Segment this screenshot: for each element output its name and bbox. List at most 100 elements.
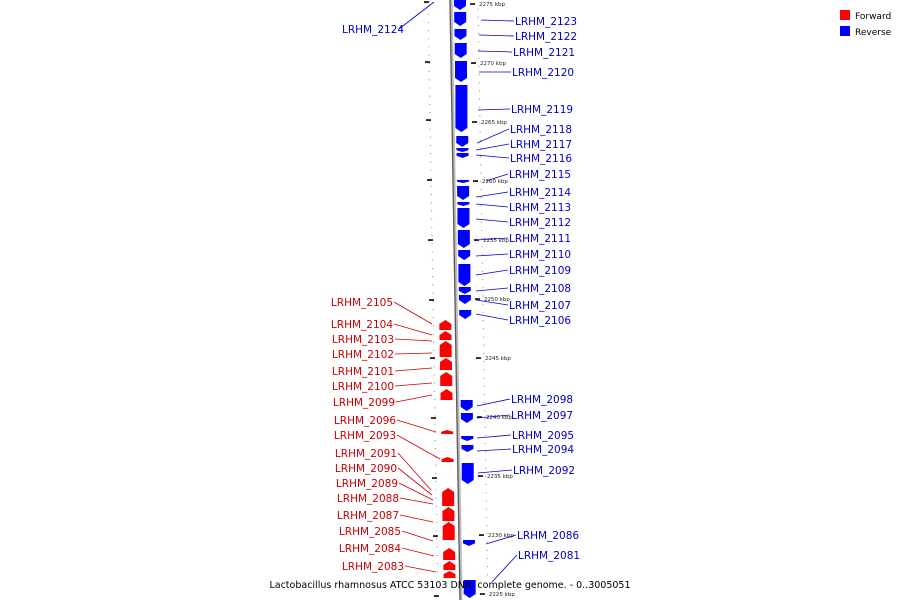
reverse-gene[interactable] [456, 148, 469, 152]
forward-gene-label[interactable]: LRHM_2096 [334, 415, 437, 433]
reverse-gene-label[interactable]: LRHM_2112 [475, 217, 571, 229]
reverse-gene-label[interactable]: LRHM_2121 [477, 47, 575, 59]
legend-forward[interactable]: Forward [840, 10, 891, 22]
reverse-gene-label[interactable]: LRHM_2113 [475, 202, 571, 214]
forward-gene-label[interactable]: LRHM_2089 [336, 478, 434, 501]
guide-dot [429, 103, 431, 105]
forward-gene-label[interactable]: LRHM_2093 [334, 430, 441, 460]
reverse-gene-label[interactable]: LRHM_2094 [476, 444, 574, 456]
reverse-gene[interactable] [460, 400, 473, 411]
reverse-gene-label[interactable]: LRHM_2117 [475, 139, 572, 151]
guide-dot [484, 418, 486, 420]
reverse-gene[interactable] [455, 61, 468, 82]
reverse-gene[interactable] [457, 202, 470, 206]
reverse-gene[interactable] [458, 287, 471, 294]
reverse-gene[interactable] [458, 250, 471, 260]
forward-gene-label[interactable]: LRHM_2088 [337, 493, 434, 505]
forward-gene-label[interactable]: LRHM_2099 [333, 394, 433, 409]
forward-gene-label[interactable]: LRHM_2101 [332, 366, 433, 378]
reverse-gene[interactable] [456, 180, 469, 183]
guide-dot [436, 571, 439, 573]
guide-dot [428, 38, 430, 40]
forward-gene[interactable] [439, 358, 452, 370]
leader-line [475, 143, 510, 151]
reverse-gene-label[interactable]: LRHM_2098 [476, 394, 573, 407]
forward-gene[interactable] [441, 430, 454, 434]
reverse-gene-label[interactable]: LRHM_2092 [477, 465, 575, 477]
gene-label-text: LRHM_2091 [335, 448, 397, 460]
reverse-gene[interactable] [461, 445, 474, 452]
forward-gene-label[interactable]: LRHM_2087 [337, 510, 434, 523]
forward-gene-label[interactable]: LRHM_2083 [342, 561, 437, 573]
reverse-gene-label[interactable]: LRHM_2086 [485, 530, 579, 545]
minor-mark [433, 595, 439, 597]
reverse-gene-label[interactable]: LRHM_2108 [475, 283, 571, 295]
leader-line [477, 469, 513, 474]
reverse-gene-label[interactable]: LRHM_2120 [479, 67, 574, 79]
forward-gene-label[interactable]: LRHM_2104 [331, 319, 433, 336]
guide-dot [429, 112, 431, 114]
reverse-gene-label[interactable]: LRHM_2123 [480, 16, 577, 28]
forward-gene[interactable] [439, 331, 452, 340]
reverse-gene[interactable] [455, 85, 468, 132]
reverse-gene[interactable] [456, 136, 469, 147]
reverse-gene-label[interactable]: LRHM_2081 [491, 550, 580, 583]
tick-label: 2260 kbp [482, 179, 508, 185]
reverse-gene-label[interactable]: LRHM_2115 [485, 169, 571, 182]
reverse-gene[interactable] [461, 436, 474, 441]
reverse-gene[interactable] [457, 186, 470, 200]
forward-gene[interactable] [443, 571, 456, 578]
forward-gene[interactable] [441, 457, 454, 462]
reverse-gene-label[interactable]: LRHM_2119 [477, 104, 573, 116]
reverse-gene[interactable] [460, 413, 473, 423]
reverse-gene[interactable] [454, 29, 467, 40]
guide-dot [483, 377, 485, 379]
forward-gene[interactable] [439, 320, 452, 330]
reverse-gene-label[interactable]: LRHM_2106 [475, 313, 571, 327]
reverse-gene-label[interactable]: LRHM_2114 [475, 187, 571, 199]
reverse-gene[interactable] [461, 463, 474, 484]
reverse-gene[interactable] [454, 12, 467, 26]
reverse-gene-label[interactable]: LRHM_2122 [478, 31, 577, 43]
reverse-gene[interactable] [454, 43, 467, 58]
reverse-gene[interactable] [458, 295, 471, 304]
legend-reverse[interactable]: Reverse [840, 26, 892, 38]
reverse-gene-label[interactable]: LRHM_2118 [476, 124, 572, 144]
forward-gene[interactable] [443, 561, 456, 570]
forward-gene[interactable] [443, 548, 456, 560]
forward-gene-label[interactable]: LRHM_2084 [339, 543, 435, 557]
reverse-gene[interactable] [463, 540, 476, 546]
reverse-gene-label[interactable]: LRHM_2107 [475, 299, 571, 312]
forward-gene[interactable] [442, 488, 455, 506]
reverse-gene[interactable] [457, 208, 470, 228]
forward-gene-label[interactable]: LRHM_2105 [331, 297, 433, 325]
forward-gene[interactable] [442, 507, 455, 521]
forward-gene[interactable] [440, 372, 453, 386]
forward-gene[interactable] [442, 522, 455, 540]
reverse-gene-label[interactable]: LRHM_2116 [475, 153, 572, 165]
reverse-gene[interactable] [459, 310, 472, 319]
reverse-gene-label[interactable]: LRHM_2111 [475, 233, 571, 245]
forward-gene-label[interactable]: LRHM_2100 [332, 381, 433, 393]
reverse-gene-label[interactable]: LRHM_2109 [475, 265, 571, 277]
forward-gene-label[interactable]: LRHM_2085 [339, 526, 434, 542]
guide-dot [480, 205, 482, 207]
forward-gene-label[interactable]: LRHM_2102 [332, 349, 433, 361]
reverse-gene-label[interactable]: LRHM_2095 [476, 430, 574, 442]
gene-label-text: LRHM_2092 [513, 465, 575, 477]
reverse-gene-label[interactable]: LRHM_2124 [342, 1, 435, 36]
forward-gene-label[interactable]: LRHM_2090 [335, 463, 433, 496]
guide-dot [477, 24, 479, 26]
reverse-gene[interactable] [457, 230, 470, 248]
reverse-gene-label[interactable]: LRHM_2110 [475, 249, 571, 261]
forward-gene-label[interactable]: LRHM_2091 [335, 448, 432, 491]
minor-mark [431, 477, 437, 479]
forward-gene-label[interactable]: LRHM_2103 [332, 334, 433, 346]
reverse-gene[interactable] [458, 264, 471, 286]
forward-gene[interactable] [440, 389, 453, 400]
reverse-gene-label[interactable]: LRHM_2097 [476, 410, 573, 422]
reverse-gene[interactable] [463, 580, 476, 598]
reverse-gene[interactable] [453, 0, 466, 10]
forward-gene[interactable] [439, 341, 452, 357]
reverse-gene[interactable] [456, 153, 469, 158]
